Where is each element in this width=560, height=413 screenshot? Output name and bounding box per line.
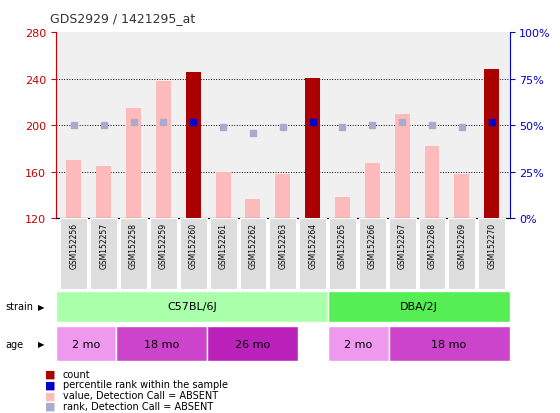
Bar [96, 166, 111, 219]
Text: age: age [6, 339, 24, 349]
Text: GSM152266: GSM152266 [368, 222, 377, 268]
Bar [328, 291, 510, 323]
Bar [276, 175, 290, 219]
Bar [395, 114, 409, 219]
Bar [449, 219, 475, 289]
Text: GSM152265: GSM152265 [338, 222, 347, 268]
Text: DBA/2J: DBA/2J [400, 301, 438, 312]
Text: GSM152269: GSM152269 [458, 222, 466, 268]
Text: GSM152258: GSM152258 [129, 222, 138, 268]
Text: strain: strain [6, 301, 34, 312]
Bar [186, 73, 200, 219]
Text: ▶: ▶ [38, 302, 45, 311]
Bar [484, 70, 499, 219]
Bar [150, 219, 177, 289]
Bar [180, 219, 207, 289]
Text: C57BL/6J: C57BL/6J [167, 301, 217, 312]
Text: GDS2929 / 1421295_at: GDS2929 / 1421295_at [50, 12, 195, 25]
Bar [299, 219, 326, 289]
Bar [305, 78, 320, 219]
Text: ■: ■ [45, 401, 55, 411]
Text: count: count [63, 369, 90, 379]
Text: percentile rank within the sample: percentile rank within the sample [63, 380, 228, 389]
Bar [209, 219, 236, 289]
Text: ■: ■ [45, 390, 55, 400]
Text: 18 mo: 18 mo [144, 339, 179, 349]
Bar [90, 219, 117, 289]
Bar [56, 326, 116, 361]
Bar [454, 175, 469, 219]
Bar [207, 326, 298, 361]
Text: 2 mo: 2 mo [344, 339, 372, 349]
Bar [478, 219, 505, 289]
Bar [156, 82, 171, 219]
Text: GSM152261: GSM152261 [218, 222, 227, 268]
Text: 18 mo: 18 mo [432, 339, 466, 349]
Bar [216, 173, 231, 219]
Bar [269, 219, 296, 289]
Text: GSM152268: GSM152268 [427, 222, 436, 268]
Bar [245, 199, 260, 219]
Text: GSM152259: GSM152259 [159, 222, 168, 268]
Bar [335, 198, 350, 219]
Bar [365, 163, 380, 219]
Bar [359, 219, 386, 289]
Bar [126, 109, 141, 219]
Text: 2 mo: 2 mo [72, 339, 100, 349]
Bar [389, 326, 510, 361]
Bar [424, 147, 440, 219]
Text: ▶: ▶ [38, 339, 45, 348]
Text: GSM152260: GSM152260 [189, 222, 198, 268]
Bar [240, 219, 267, 289]
Text: ■: ■ [45, 380, 55, 389]
Text: 26 mo: 26 mo [235, 339, 270, 349]
Bar [116, 326, 207, 361]
Text: GSM152257: GSM152257 [99, 222, 108, 268]
Text: GSM152263: GSM152263 [278, 222, 287, 268]
Bar [328, 326, 389, 361]
Bar [60, 219, 87, 289]
Text: GSM152262: GSM152262 [249, 222, 258, 268]
Text: GSM152256: GSM152256 [69, 222, 78, 268]
Bar [67, 161, 81, 219]
Bar [329, 219, 356, 289]
Text: rank, Detection Call = ABSENT: rank, Detection Call = ABSENT [63, 401, 213, 411]
Text: ■: ■ [45, 369, 55, 379]
Bar [418, 219, 445, 289]
Bar [56, 291, 328, 323]
Bar [120, 219, 147, 289]
Text: GSM152270: GSM152270 [487, 222, 496, 268]
Bar [389, 219, 416, 289]
Text: GSM152264: GSM152264 [308, 222, 317, 268]
Text: GSM152267: GSM152267 [398, 222, 407, 268]
Text: value, Detection Call = ABSENT: value, Detection Call = ABSENT [63, 390, 218, 400]
